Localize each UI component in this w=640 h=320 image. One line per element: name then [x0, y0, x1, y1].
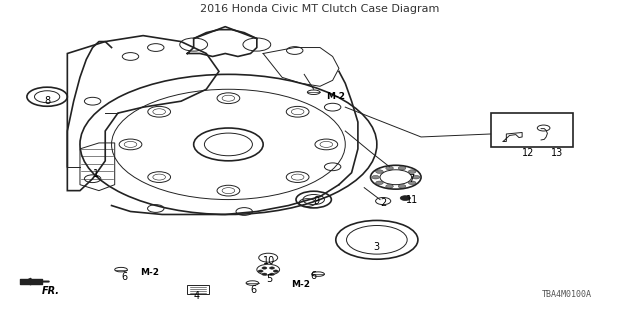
- Circle shape: [376, 170, 383, 173]
- Circle shape: [269, 267, 275, 269]
- Circle shape: [269, 273, 275, 276]
- Text: 5: 5: [266, 274, 273, 284]
- Circle shape: [398, 185, 406, 188]
- Circle shape: [262, 273, 267, 276]
- Circle shape: [386, 185, 394, 188]
- Circle shape: [412, 175, 420, 179]
- Text: 3: 3: [374, 242, 380, 252]
- Circle shape: [376, 181, 383, 185]
- Circle shape: [258, 270, 263, 272]
- Text: TBA4M0100A: TBA4M0100A: [541, 291, 591, 300]
- Text: M-2: M-2: [292, 280, 310, 289]
- Text: 13: 13: [551, 148, 563, 158]
- Text: 6: 6: [310, 271, 317, 281]
- Title: 2016 Honda Civic MT Clutch Case Diagram: 2016 Honda Civic MT Clutch Case Diagram: [200, 4, 440, 14]
- Circle shape: [262, 267, 267, 269]
- Text: 11: 11: [406, 195, 418, 204]
- Text: M-2: M-2: [326, 92, 346, 101]
- Text: 6: 6: [251, 285, 257, 295]
- Text: 2: 2: [380, 197, 387, 208]
- Circle shape: [273, 270, 278, 272]
- Text: 1: 1: [93, 169, 99, 179]
- Circle shape: [408, 170, 416, 173]
- Text: 9: 9: [314, 196, 320, 206]
- Text: 6: 6: [121, 272, 127, 282]
- Text: M-2: M-2: [140, 268, 159, 277]
- Text: 4: 4: [194, 292, 200, 301]
- Circle shape: [400, 196, 410, 200]
- Text: 12: 12: [522, 148, 534, 158]
- Circle shape: [408, 181, 416, 185]
- Text: 10: 10: [263, 256, 276, 266]
- Circle shape: [398, 166, 406, 170]
- Text: 8: 8: [44, 96, 50, 106]
- Text: FR.: FR.: [42, 286, 60, 296]
- Circle shape: [386, 166, 394, 170]
- Text: 7: 7: [408, 174, 415, 184]
- Circle shape: [372, 175, 380, 179]
